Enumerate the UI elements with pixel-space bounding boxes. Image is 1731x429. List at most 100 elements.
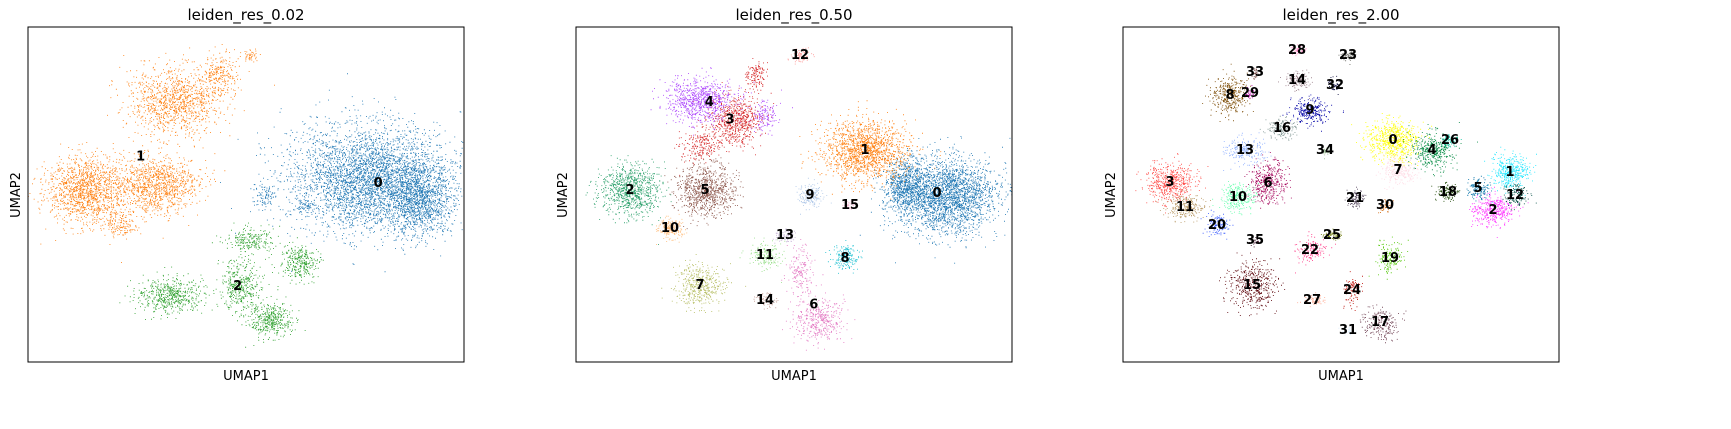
x-axis-label: UMAP1: [1318, 369, 1364, 384]
cluster-points-23: [1338, 49, 1357, 65]
plot-frame: [575, 26, 1013, 363]
cluster-label: 24: [1343, 283, 1361, 298]
cluster-points-2: [119, 222, 324, 348]
cluster-points-21: [1344, 186, 1367, 210]
cluster-label: 2: [625, 183, 634, 198]
cluster-label: 9: [1305, 103, 1314, 118]
cluster-points-10: [1212, 181, 1260, 216]
cluster-label: 2: [233, 279, 242, 294]
cluster-points-0: [1351, 113, 1433, 167]
cluster-points-15: [842, 200, 858, 210]
cluster-points-30: [1378, 199, 1394, 214]
y-axis-label: UMAP2: [9, 172, 24, 218]
cluster-label: 5: [700, 183, 709, 198]
cluster-points-26: [1441, 134, 1462, 149]
cluster-points-1: [28, 44, 275, 263]
cluster-label: 21: [1346, 191, 1364, 206]
cluster-label: 17: [1371, 315, 1389, 330]
cluster-points-27: [1297, 292, 1326, 308]
cluster-label: 32: [1326, 78, 1344, 93]
cluster-label: 11: [1176, 200, 1194, 215]
cluster-points-8: [825, 240, 863, 274]
cluster-points-34: [1320, 146, 1330, 160]
cluster-label: 19: [1381, 251, 1399, 266]
panel-title: leiden_res_0.50: [735, 6, 852, 25]
cluster-label: 14: [1288, 73, 1306, 88]
cluster-points-28: [1288, 44, 1307, 57]
scatter-points: [1135, 44, 1537, 344]
cluster-label: 25: [1323, 228, 1341, 243]
cluster-points-12: [1502, 183, 1537, 211]
cluster-points-13: [772, 228, 796, 244]
cluster-points-35: [1249, 235, 1262, 248]
cluster-label: 27: [1303, 293, 1321, 308]
cluster-label: 8: [840, 251, 849, 266]
cluster-label: 4: [705, 95, 714, 110]
cluster-label: 14: [756, 293, 774, 308]
cluster-points-2: [585, 155, 672, 245]
cluster-label: 26: [1441, 133, 1459, 148]
cluster-label: 5: [1473, 181, 1482, 196]
cluster-points-5: [1466, 175, 1492, 202]
cluster-points-3: [674, 58, 775, 176]
cluster-label: 3: [725, 113, 734, 128]
cluster-points-0: [859, 136, 1012, 264]
cluster-label: 0: [932, 186, 941, 201]
cluster-points-1: [799, 100, 942, 200]
cluster-label: 20: [1208, 218, 1226, 233]
cluster-label: 2: [1488, 203, 1497, 218]
cluster-label: 18: [1439, 185, 1457, 200]
cluster-points-19: [1368, 236, 1409, 280]
cluster-points-12: [787, 47, 815, 65]
cluster-points-4: [1402, 122, 1478, 177]
cluster-label: 29: [1241, 86, 1259, 101]
cluster-points-3: [1135, 153, 1209, 214]
cluster-label: 16: [1273, 121, 1291, 136]
plot-frame: [27, 26, 465, 363]
cluster-label: 33: [1246, 65, 1264, 80]
cluster-label: 8: [1225, 88, 1234, 103]
cluster-points-33: [1249, 67, 1260, 80]
cluster-label: 28: [1288, 43, 1306, 58]
cluster-points-29: [1245, 85, 1255, 100]
cluster-points-13: [1222, 132, 1272, 171]
cluster-label: 15: [1243, 278, 1261, 293]
scatter-points: [585, 47, 1012, 351]
cluster-label: 13: [1236, 143, 1254, 158]
x-axis-label: UMAP1: [223, 369, 269, 384]
cluster-points-8: [1202, 63, 1257, 122]
cluster-label: 6: [1263, 176, 1272, 191]
y-axis-label: UMAP2: [1104, 172, 1119, 218]
y-axis-label: UMAP2: [556, 172, 571, 218]
cluster-label: 10: [661, 221, 679, 236]
scatter-points: [28, 44, 464, 348]
cluster-label: 9: [805, 188, 814, 203]
cluster-points-4: [650, 67, 793, 136]
panel-leiden-res-0-02: leiden_res_0.02 0 1 2 UMAP1 UMAP2: [9, 6, 465, 384]
cluster-label: 6: [809, 298, 818, 313]
cluster-label: 34: [1316, 143, 1334, 158]
cluster-points-0: [220, 73, 464, 273]
cluster-label: 15: [841, 198, 859, 213]
cluster-label: 11: [756, 248, 774, 263]
cluster-points-32: [1328, 75, 1341, 95]
cluster-points-10: [655, 213, 688, 245]
cluster-label: 23: [1339, 48, 1357, 63]
cluster-label: 3: [1165, 175, 1174, 190]
cluster-points-16: [1259, 115, 1301, 141]
cluster-points-1: [1478, 146, 1537, 203]
cluster-label: 31: [1339, 323, 1357, 338]
cluster-label: 10: [1229, 190, 1247, 205]
cluster-label: 13: [776, 228, 794, 243]
x-axis-label: UMAP1: [771, 369, 817, 384]
cluster-points-25: [1320, 228, 1342, 241]
cluster-label: 4: [1427, 143, 1436, 158]
cluster-points-6: [1244, 152, 1292, 209]
cluster-label: 35: [1246, 233, 1264, 248]
panel-title: leiden_res_2.00: [1282, 6, 1399, 25]
cluster-points-14: [1278, 69, 1313, 99]
cluster-label: 0: [1388, 133, 1397, 148]
cluster-points-9: [795, 177, 832, 215]
